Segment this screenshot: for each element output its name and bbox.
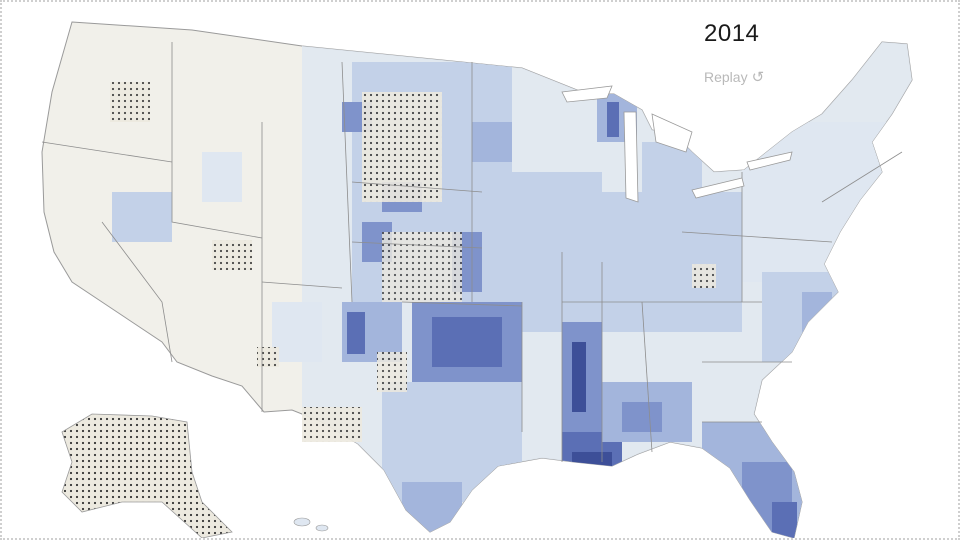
alaska <box>61 413 233 538</box>
state-borders <box>41 42 903 462</box>
great-lakes <box>561 85 793 203</box>
replay-label: Replay <box>704 69 748 85</box>
replay-button[interactable]: Replay ↺ <box>704 68 764 86</box>
year-label: 2014 <box>704 20 760 47</box>
county-shading <box>112 42 912 538</box>
replay-icon: ↺ <box>751 69 765 86</box>
hawaii <box>293 517 329 532</box>
